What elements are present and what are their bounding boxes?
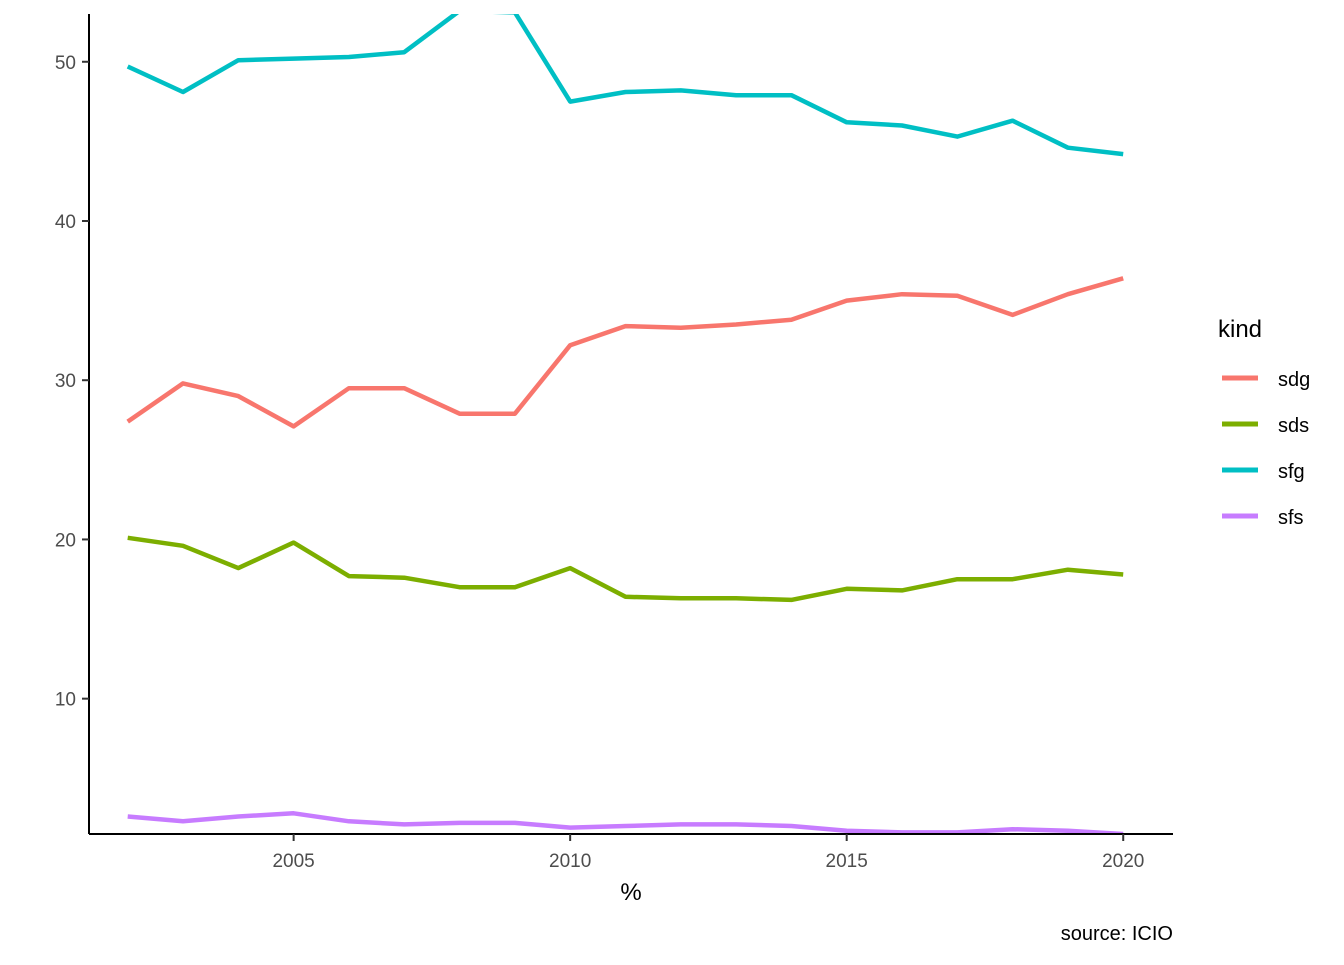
legend-title: kind <box>1218 316 1262 343</box>
legend: kind sdg sds sfg sfs <box>1218 316 1310 529</box>
legend-label-sdg: sdg <box>1278 369 1310 391</box>
y-tick-label: 20 <box>55 530 76 551</box>
x-tick-label: 2020 <box>1102 851 1144 872</box>
y-tick-label: 30 <box>55 371 76 392</box>
y-tick-label: 40 <box>55 212 76 233</box>
legend-label-sfs: sfs <box>1278 507 1304 529</box>
x-tick-label: 2005 <box>272 851 314 872</box>
y-axis-ticks: 10 20 30 40 50 <box>55 53 89 711</box>
x-tick-label: 2015 <box>826 851 868 872</box>
y-tick-label: 10 <box>55 690 76 711</box>
series-line-sdg <box>126 276 1124 429</box>
series-layer <box>126 14 1124 834</box>
y-tick-label: 50 <box>55 53 76 74</box>
x-axis-title: % <box>620 879 641 906</box>
series-line-sfs <box>127 811 1124 834</box>
legend-label-sfg: sfg <box>1278 461 1305 483</box>
legend-label-sds: sds <box>1278 415 1309 437</box>
chart-caption: source: ICIO <box>1061 923 1173 945</box>
series-line-sds <box>127 535 1124 603</box>
series-line-sfg <box>126 14 1124 157</box>
x-tick-label: 2010 <box>549 851 591 872</box>
x-axis-ticks: 2005 2010 2015 2020 <box>272 834 1144 872</box>
legend-items: sdg sds sfg sfs <box>1222 369 1310 529</box>
